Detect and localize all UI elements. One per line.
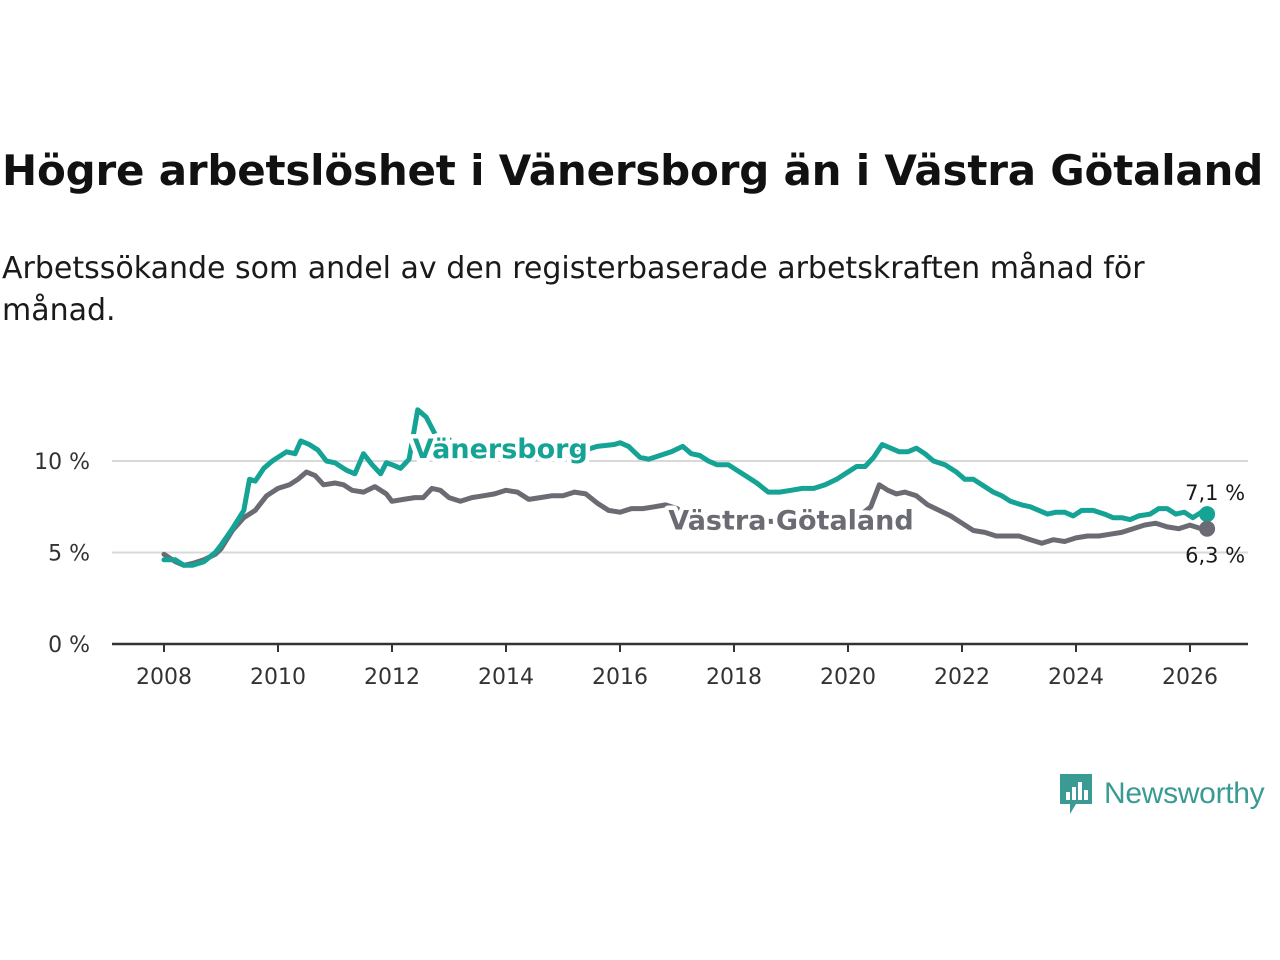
x-tick-label: 2016 bbox=[592, 665, 648, 690]
x-tick-label: 2026 bbox=[1162, 665, 1218, 690]
series-label-halo: Vänersborg bbox=[413, 434, 588, 465]
series-line-vastra-gotaland bbox=[161, 469, 1210, 568]
x-tick-label: 2024 bbox=[1048, 665, 1104, 690]
x-tick-label: 2018 bbox=[706, 665, 762, 690]
chart-title: Högre arbetslöshet i Vänersborg än i Väs… bbox=[2, 146, 1264, 195]
x-tick-label: 2020 bbox=[820, 665, 876, 690]
chart-subtitle: Arbetssökande som andel av den registerb… bbox=[2, 251, 1145, 328]
x-axis: 2008 2010 2012 2014 2016 2018 2020 2022 2024 2026 bbox=[112, 642, 1248, 690]
end-value-label: 6,3 % bbox=[1185, 544, 1245, 568]
line-chart: 0 %5 %10 % 2008 2010 2012 2014 2016 2018 2020 2… bbox=[34, 407, 1248, 690]
series-label: Västra Götaland bbox=[668, 506, 913, 537]
y-tick-label: 0 % bbox=[48, 633, 90, 658]
end-point-marker bbox=[1199, 520, 1216, 537]
y-tick-label: 5 % bbox=[48, 542, 90, 567]
end-value-label: 7,1 % bbox=[1185, 481, 1245, 505]
series-line-vanersborg bbox=[161, 407, 1210, 568]
series-label: Vänersborg bbox=[413, 434, 588, 465]
y-axis: 0 % 5 % 10 % bbox=[34, 450, 90, 658]
x-tick-label: 2008 bbox=[136, 665, 192, 690]
series-label-halo: Västra Götaland bbox=[668, 506, 913, 537]
newsworthy-logo-icon bbox=[1060, 774, 1092, 814]
x-tick-label: 2010 bbox=[250, 665, 306, 690]
brand-name: Newsworthy bbox=[1104, 777, 1265, 810]
end-point-marker bbox=[1199, 506, 1216, 523]
x-tick-label: 2012 bbox=[364, 665, 420, 690]
x-tick-label: 2014 bbox=[478, 665, 534, 690]
series-lines bbox=[161, 407, 1210, 568]
x-tick-label: 2022 bbox=[934, 665, 990, 690]
newsworthy-logo[interactable]: Newsworthy bbox=[1058, 772, 1265, 816]
gridlines bbox=[112, 460, 1248, 554]
y-tick-label: 10 % bbox=[34, 450, 90, 475]
end-markers: 7,1 % 6,3 % bbox=[1185, 481, 1245, 568]
